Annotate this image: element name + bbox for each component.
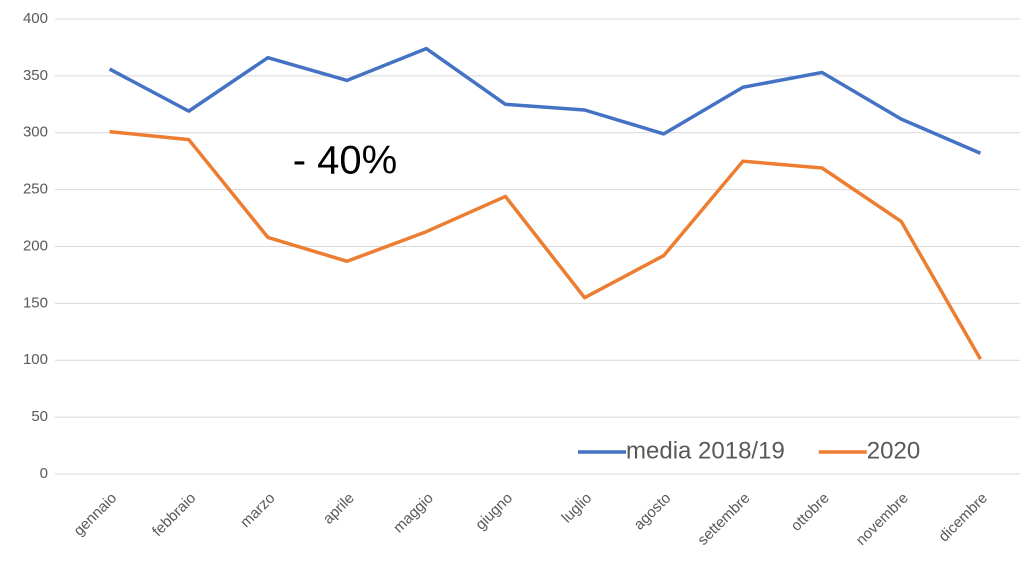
y-tick-label: 350 (23, 67, 48, 84)
legend-label: 2020 (867, 437, 920, 464)
x-tick-label: maggio (390, 490, 437, 537)
y-tick-label: 400 (23, 10, 48, 27)
y-tick-label: 100 (23, 351, 48, 368)
y-tick-label: 250 (23, 181, 48, 198)
x-tick-label: dicembre (935, 490, 991, 546)
y-tick-label: 50 (31, 408, 48, 425)
x-tick-label: gennaio (70, 490, 120, 540)
x-tick-label: marzo (237, 490, 278, 531)
series-line (108, 46, 982, 155)
x-tick-label: febbraio (149, 490, 199, 540)
x-tick-label: agosto (631, 490, 675, 534)
y-tick-label: 150 (23, 294, 48, 311)
y-tick-label: 200 (23, 237, 48, 254)
x-tick-label: aprile (320, 490, 358, 528)
x-tick-label: giugno (472, 490, 516, 534)
x-tick-label: ottobre (788, 490, 833, 535)
x-tick-label: luglio (558, 490, 595, 527)
y-tick-label: 0 (40, 465, 48, 482)
annotation: - 40% (293, 139, 398, 183)
series-line (109, 129, 982, 360)
y-tick-label: 300 (23, 124, 48, 141)
legend-label: media 2018/19 (626, 437, 785, 464)
x-tick-label: novembre (853, 490, 912, 549)
x-tick-label: settembre (694, 490, 753, 549)
